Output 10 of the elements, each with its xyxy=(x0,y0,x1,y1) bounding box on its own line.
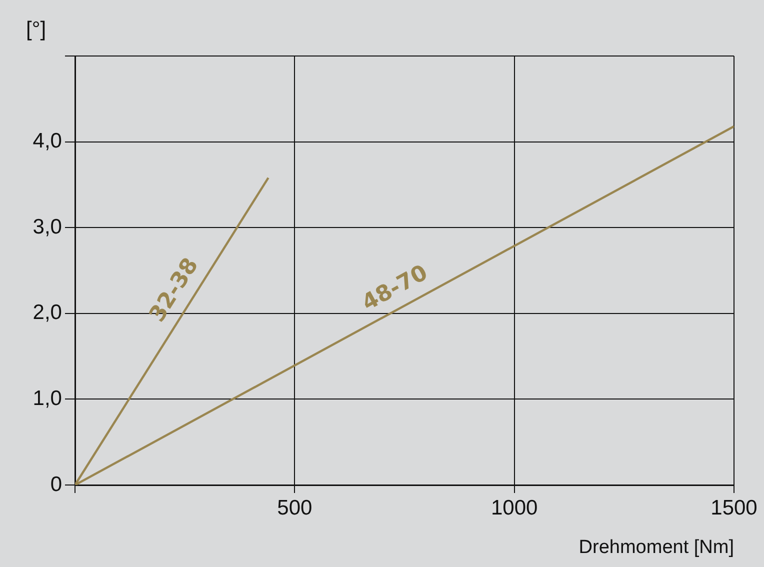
y-tick-label: 1,0 xyxy=(32,386,62,410)
x-tick-label: 1500 xyxy=(710,496,758,520)
x-tick-label: 500 xyxy=(277,496,312,520)
x-axis-title: Drehmoment [Nm] xyxy=(578,536,734,558)
y-axis-title: [°] xyxy=(26,18,46,42)
y-tick-label: 0 xyxy=(50,472,62,496)
y-tick-label: 2,0 xyxy=(32,301,62,324)
y-tick-label: 3,0 xyxy=(32,215,62,238)
y-tick-label: 4,0 xyxy=(32,130,62,153)
x-tick-label: 1000 xyxy=(490,496,538,520)
